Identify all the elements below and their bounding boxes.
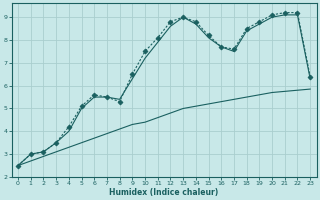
X-axis label: Humidex (Indice chaleur): Humidex (Indice chaleur) — [109, 188, 219, 197]
